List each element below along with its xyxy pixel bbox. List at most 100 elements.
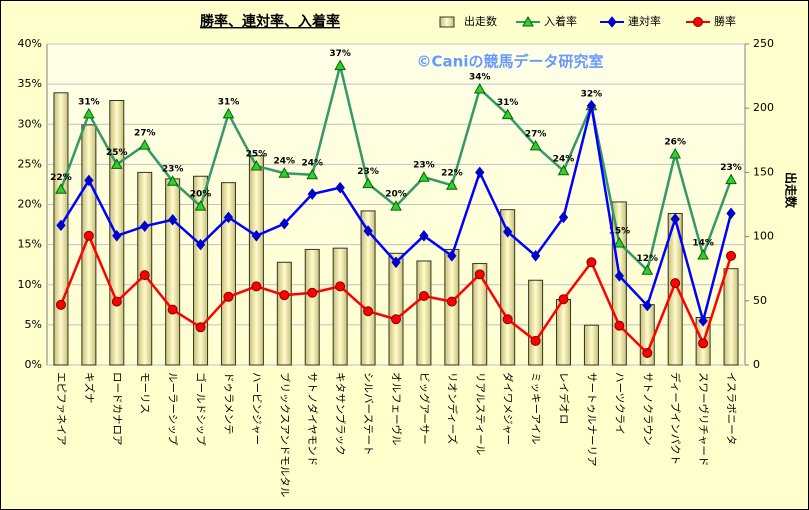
marker xyxy=(725,173,737,185)
marker xyxy=(670,213,680,225)
bar xyxy=(528,279,544,366)
marker xyxy=(363,225,373,237)
x-tick-label: ルーラーシップ xyxy=(167,372,179,446)
bar xyxy=(416,260,432,366)
marker xyxy=(139,270,150,281)
x-tick-label: エピファネイア xyxy=(55,372,67,446)
marker xyxy=(194,200,207,211)
x-tick-label: キズナ xyxy=(83,372,96,404)
y-tick-label: 10% xyxy=(18,278,42,291)
marker xyxy=(223,291,234,302)
marker xyxy=(698,315,708,327)
x-tick-label: サトノダイヤモンド xyxy=(306,372,319,466)
marker xyxy=(586,257,597,268)
y-tick-label: 0% xyxy=(25,358,42,371)
x-tick-label: モーリス xyxy=(139,372,151,414)
y-tick-label: 35% xyxy=(18,77,42,90)
data-label: 34% xyxy=(469,72,491,82)
marker xyxy=(251,229,262,242)
marker xyxy=(56,219,66,232)
data-label: 32% xyxy=(581,89,603,99)
marker xyxy=(391,314,401,325)
marker xyxy=(111,296,122,307)
bar xyxy=(304,248,320,366)
marker xyxy=(447,250,457,262)
x-tick-label: シルバーステート xyxy=(362,372,374,455)
marker xyxy=(613,236,626,248)
data-label: 23% xyxy=(357,167,379,177)
marker xyxy=(670,278,681,289)
bar xyxy=(444,248,460,366)
chart-title: 勝率、連対率、入着率 xyxy=(200,13,340,30)
marker xyxy=(641,264,654,275)
y2-axis-label: 出走数 xyxy=(784,172,799,209)
x-tick-label: ゴールドシップ xyxy=(195,372,208,446)
marker xyxy=(83,230,94,241)
y-tick-label: 20% xyxy=(18,198,42,211)
marker xyxy=(279,217,289,230)
marker xyxy=(522,15,534,27)
marker xyxy=(502,314,513,325)
y2-tick-label: 0 xyxy=(753,358,760,371)
marker xyxy=(419,229,429,242)
marker xyxy=(726,207,736,220)
marker xyxy=(335,281,346,292)
x-tick-label: スワーヴリチャード xyxy=(697,372,710,466)
bar xyxy=(723,268,739,366)
x-tick-label: キタサンブラック xyxy=(334,372,347,456)
marker xyxy=(529,139,542,151)
legend-label: 入着率 xyxy=(544,14,577,28)
marker xyxy=(251,281,262,292)
data-label: 22% xyxy=(50,173,72,183)
marker xyxy=(84,174,94,187)
x-tick-label: ハーツクライ xyxy=(613,372,625,435)
bar xyxy=(220,182,236,366)
x-tick-label: ブリックスアンドモルタル xyxy=(278,372,291,497)
y2-tick-label: 200 xyxy=(753,101,774,114)
data-label: 27% xyxy=(525,129,547,139)
data-label: 26% xyxy=(664,137,686,147)
data-label: 22% xyxy=(441,169,463,179)
marker xyxy=(586,99,597,112)
y2-tick-label: 50 xyxy=(753,294,767,307)
y-tick-label: 15% xyxy=(18,238,42,251)
x-tick-label: ディープインパクト xyxy=(669,372,682,465)
data-label: 12% xyxy=(637,254,659,264)
marker xyxy=(503,225,513,238)
bar xyxy=(248,155,264,366)
marker xyxy=(250,159,263,171)
marker xyxy=(112,229,122,242)
marker xyxy=(167,304,178,315)
x-tick-label: ビッグアーサー xyxy=(418,372,431,445)
marker xyxy=(474,269,485,280)
marker xyxy=(363,306,374,317)
marker xyxy=(110,158,123,169)
y2-tick-label: 250 xyxy=(753,37,774,50)
y2-tick-label: 100 xyxy=(753,230,774,243)
marker xyxy=(475,166,485,179)
marker xyxy=(726,250,737,261)
data-label: 31% xyxy=(497,98,519,108)
marker xyxy=(306,168,319,180)
marker xyxy=(698,338,709,349)
x-tick-label: リオンディーズ xyxy=(446,372,459,444)
x-tick-label: リアルスティール xyxy=(474,372,486,455)
x-tick-label: ドゥラメンテ xyxy=(222,372,234,435)
x-tick-label: ミッキーアイル xyxy=(530,372,542,445)
data-label: 20% xyxy=(385,190,407,200)
marker xyxy=(642,299,652,312)
data-label: 14% xyxy=(692,239,714,249)
marker xyxy=(446,296,457,307)
bar xyxy=(137,171,153,366)
marker xyxy=(418,171,430,182)
marker xyxy=(697,249,709,260)
marker xyxy=(558,211,569,224)
bar xyxy=(556,299,572,366)
marker xyxy=(501,108,514,120)
marker xyxy=(138,139,151,150)
legend-label: 出走数 xyxy=(464,14,497,28)
marker xyxy=(614,270,625,282)
y-tick-label: 5% xyxy=(25,318,42,331)
marker xyxy=(445,179,458,190)
x-tick-label: オルフェーヴル xyxy=(390,372,403,446)
